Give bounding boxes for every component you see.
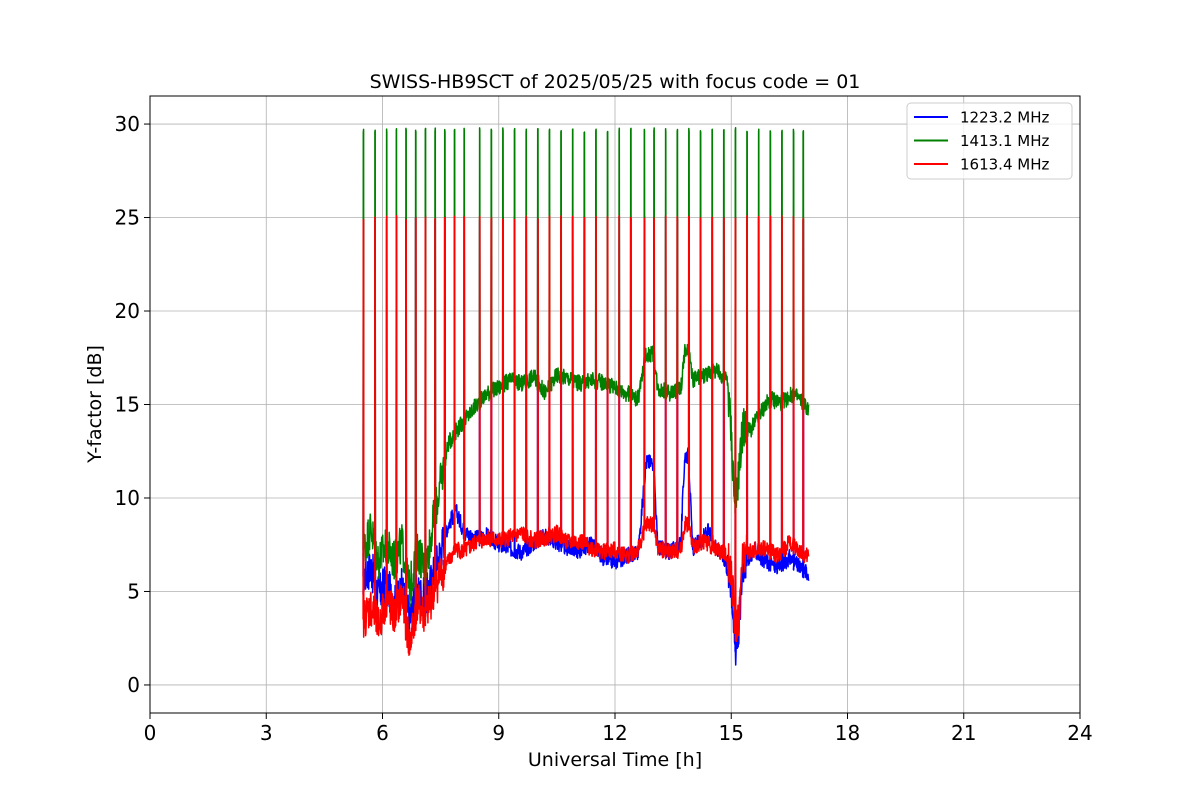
tick-layer: 0 3 6 9 12 15 18 21 24 0 5 10 15 20 25 30: [115, 112, 1093, 745]
legend-box: [906, 102, 1073, 180]
legend-label: 1613.4 MHz: [960, 156, 1049, 174]
legend-label: 1223.2 MHz: [960, 109, 1049, 127]
x-axis-label: Universal Time [h]: [528, 749, 702, 771]
y-tick-label: 5: [127, 579, 140, 603]
x-tick-label: 15: [719, 721, 744, 745]
x-tick-label: 9: [492, 721, 505, 745]
y-tick-label: 0: [127, 673, 140, 697]
x-tick-label: 21: [951, 721, 976, 745]
plot-layer: [362, 127, 810, 666]
chart-title: SWISS-HB9SCT of 2025/05/25 with focus co…: [370, 71, 861, 93]
series-line-3: [362, 214, 810, 657]
x-tick-label: 0: [144, 721, 157, 745]
y-tick-label: 10: [115, 486, 140, 510]
y-tick-label: 15: [115, 393, 140, 417]
legend-label: 1413.1 MHz: [960, 132, 1049, 150]
y-tick-label: 25: [115, 206, 140, 230]
legend: 1223.2 MHz 1413.1 MHz 1613.4 MHz: [906, 102, 1073, 180]
x-tick-label: 3: [260, 721, 273, 745]
y-tick-label: 20: [115, 299, 140, 323]
x-tick-label: 6: [376, 721, 389, 745]
y-tick-label: 30: [115, 112, 140, 136]
x-tick-label: 18: [835, 721, 860, 745]
y-axis-label: Y-factor [dB]: [84, 345, 106, 464]
x-tick-label: 12: [602, 721, 627, 745]
x-tick-label: 24: [1067, 721, 1092, 745]
